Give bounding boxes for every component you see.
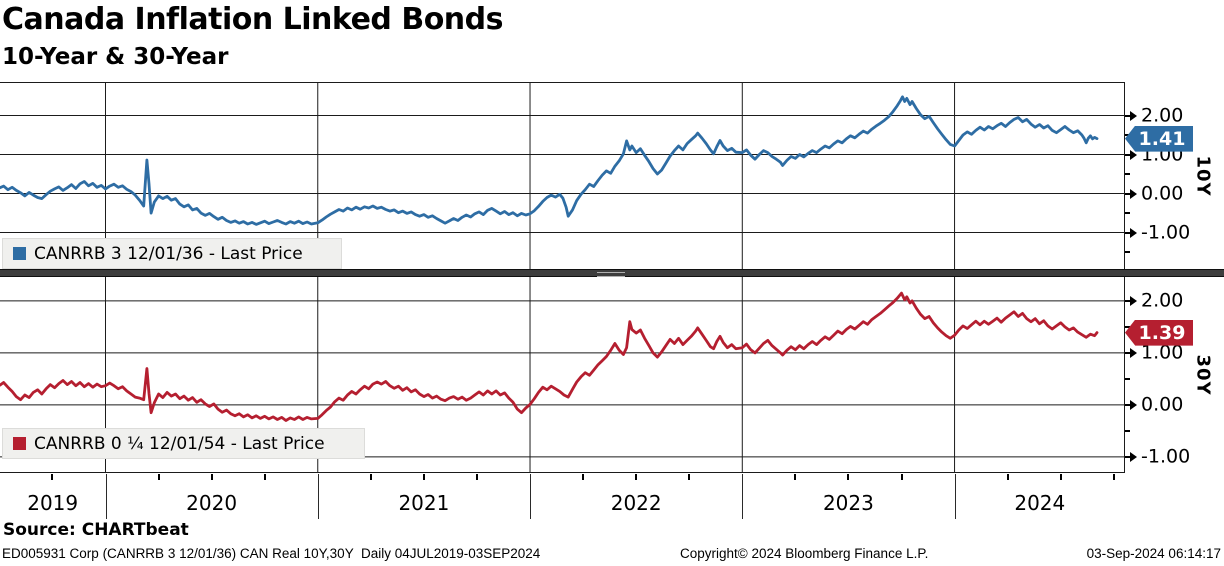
ytick-label: 1.00: [1141, 341, 1184, 364]
footer-copyright: Copyright© 2024 Bloomberg Finance L.P.: [680, 546, 929, 561]
ytick-label: 2.00: [1141, 289, 1184, 312]
ytick-arrow-icon: [1130, 451, 1137, 462]
footer-security-info: ED005931 Corp (CANRRB 3 12/01/36) CAN Re…: [2, 546, 541, 561]
axis-title-30y: 30Y: [1192, 354, 1214, 396]
ytick-mark: [1125, 455, 1132, 458]
x-tick-label: 2020: [186, 491, 238, 515]
quarter-tick: [847, 474, 850, 480]
ytick-label: -1.00: [1141, 445, 1191, 468]
price-line-10y: [0, 95, 1099, 226]
year-separator: [530, 474, 531, 519]
ytick-label: 0.00: [1141, 393, 1184, 416]
x-tick-label: 2023: [822, 491, 874, 515]
year-separator: [317, 474, 319, 519]
quarter-tick: [1059, 474, 1062, 480]
price-flag-30y: 1.39: [1125, 319, 1193, 346]
quarter-tick: [157, 474, 160, 480]
quarter-tick: [1006, 474, 1009, 480]
ytick-arrow-icon: [1130, 347, 1137, 358]
ytick-minor-mark: [1125, 377, 1130, 380]
quarter-tick: [422, 474, 425, 480]
ytick-arrow-icon: [1130, 227, 1137, 238]
price-line-30y: [0, 291, 1099, 422]
ytick-label: 2.00: [1141, 104, 1184, 127]
ytick-minor-mark: [1125, 429, 1130, 432]
price-flag-10y: 1.41: [1125, 125, 1193, 152]
ytick-arrow-icon: [1130, 149, 1137, 160]
quarter-tick: [1112, 474, 1115, 480]
ytick-minor-mark: [1125, 251, 1130, 254]
quarter-tick: [263, 474, 266, 480]
quarter-tick: [476, 474, 478, 480]
quarter-tick: [635, 474, 638, 480]
last-price-30y: 1.39: [1138, 321, 1186, 344]
legend-10y[interactable]: CANRRB 3 12/01/36 - Last Price: [2, 238, 342, 269]
quarter-tick: [51, 474, 54, 480]
quarter-tick: [688, 474, 691, 480]
source-label: Source: CHARTbeat: [3, 520, 189, 540]
quarter-tick: [369, 474, 372, 480]
ytick-mark: [1125, 114, 1132, 117]
legend-swatch-30y: [13, 437, 26, 450]
x-tick-label: 2022: [610, 491, 662, 515]
last-price-10y: 1.41: [1138, 127, 1186, 150]
ytick-mark: [1125, 299, 1132, 302]
ytick-arrow-icon: [1130, 110, 1137, 121]
ytick-mark: [1125, 351, 1132, 354]
ytick-mark: [1125, 403, 1132, 406]
panel-divider: [0, 269, 1224, 277]
ytick-arrow-icon: [1130, 188, 1137, 199]
legend-label-30y: CANRRB 0 ¼ 12/01/54 - Last Price: [34, 433, 325, 454]
quarter-tick: [900, 474, 903, 480]
panel-divider-grip-icon[interactable]: [597, 271, 625, 277]
quarter-tick: [210, 474, 213, 480]
ytick-minor-mark: [1125, 134, 1130, 136]
ytick-mark: [1125, 192, 1132, 195]
footer-timestamp: 03-Sep-2024 06:14:17: [1086, 546, 1221, 561]
ytick-label: 0.00: [1141, 182, 1184, 205]
ytick-label: -1.00: [1141, 221, 1191, 244]
quarter-tick: [794, 474, 797, 480]
ytick-mark: [1125, 231, 1132, 234]
x-tick-label: 2021: [398, 491, 450, 515]
year-separator: [954, 474, 956, 519]
year-separator: [742, 474, 744, 519]
page-subtitle: 10-Year & 30-Year: [2, 44, 229, 70]
page-title: Canada Inflation Linked Bonds: [2, 2, 504, 37]
legend-label-10y: CANRRB 3 12/01/36 - Last Price: [34, 243, 303, 264]
ytick-arrow-icon: [1130, 295, 1137, 306]
ytick-arrow-icon: [1130, 399, 1137, 410]
x-tick-label: 2019: [27, 491, 79, 515]
axis-title-10y: 10Y: [1192, 155, 1214, 197]
ytick-minor-mark: [1125, 173, 1130, 175]
top-panel-svg: [0, 82, 1125, 270]
legend-swatch-10y: [13, 247, 26, 260]
year-separator: [105, 474, 107, 519]
ytick-mark: [1125, 153, 1132, 156]
ytick-minor-mark: [1125, 212, 1130, 215]
legend-30y[interactable]: CANRRB 0 ¼ 12/01/54 - Last Price: [2, 428, 365, 459]
quarter-tick: [582, 474, 585, 480]
x-tick-label: 2024: [1014, 491, 1066, 515]
ytick-minor-mark: [1125, 325, 1130, 328]
bottom-panel-svg: [0, 277, 1125, 473]
